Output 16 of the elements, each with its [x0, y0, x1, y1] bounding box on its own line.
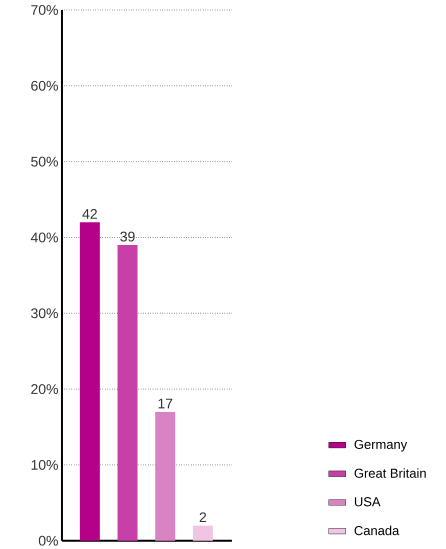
y-tick-label: 60%: [31, 80, 58, 91]
y-tick-label: 10%: [32, 460, 58, 470]
y-tick-label: 20%: [31, 384, 58, 394]
data-label: 39: [120, 232, 135, 242]
y-tick-label: 30%: [31, 308, 58, 318]
data-label: 42: [82, 209, 98, 219]
data-label: 17: [158, 398, 172, 408]
legend-label: Canada: [354, 526, 400, 536]
y-tick-label: 70%: [31, 5, 58, 15]
legend-label: Germany: [354, 440, 408, 452]
y-tick-label: 50%: [31, 156, 58, 167]
y-tick-label: 40%: [30, 232, 58, 242]
legend-label: USA: [355, 497, 381, 506]
y-tick-label: 0%: [38, 536, 58, 546]
data-label: 2: [200, 512, 206, 522]
legend-label: Great Britain: [354, 468, 426, 478]
